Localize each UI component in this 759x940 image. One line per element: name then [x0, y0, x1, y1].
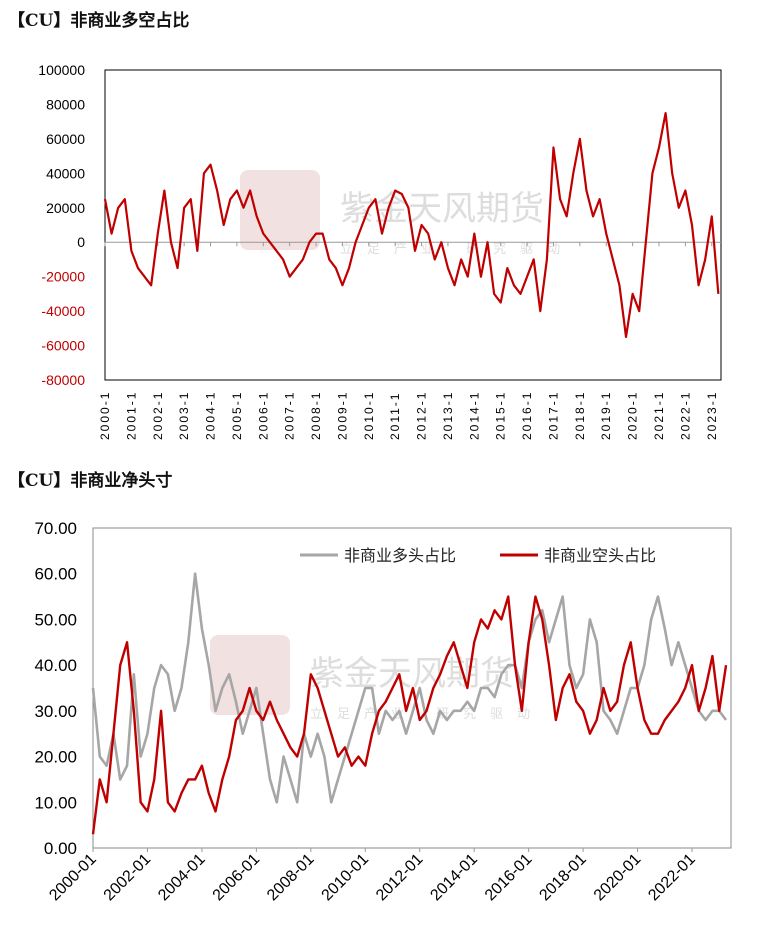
y-tick-label: 0.00	[44, 839, 77, 858]
x-tick-label: 2022-1	[678, 391, 692, 440]
x-tick-label: 2014-1	[467, 391, 481, 440]
x-tick-label: 2012-01	[373, 851, 427, 905]
x-tick-label: 2006-01	[210, 851, 264, 905]
y-tick-label: 50.00	[34, 610, 77, 629]
x-tick-label: 2020-01	[591, 851, 645, 905]
y-tick-label: 40000	[46, 165, 85, 181]
x-tick-label: 2009-1	[335, 391, 349, 440]
x-tick-label: 2003-1	[177, 391, 191, 440]
x-tick-label: 2001-1	[124, 391, 138, 440]
y-tick-label: -20000	[41, 269, 85, 285]
chart2-title: 【CU】非商业净头寸	[8, 471, 173, 491]
y-tick-label: 40.00	[34, 656, 77, 675]
y-tick-label: 100000	[38, 62, 85, 78]
x-tick-label: 2016-01	[482, 851, 536, 905]
x-tick-label: 2006-1	[256, 391, 270, 440]
y-tick-label: 20000	[46, 200, 85, 216]
x-tick-label: 2013-1	[441, 391, 455, 440]
chart1-title: 【CU】非商业多空占比	[8, 11, 190, 31]
y-tick-label: -60000	[41, 338, 85, 354]
y-tick-label: 60.00	[34, 565, 77, 584]
y-tick-label: 10.00	[34, 793, 77, 812]
y-tick-label: 80000	[46, 96, 85, 112]
y-tick-label: 20.00	[34, 748, 77, 767]
x-tick-label: 2007-1	[283, 391, 297, 440]
x-tick-label: 2020-1	[626, 391, 640, 440]
x-tick-label: 2010-1	[362, 391, 376, 440]
x-tick-label: 2000-01	[46, 851, 100, 905]
x-tick-label: 2000-1	[98, 391, 112, 440]
x-tick-label: 2004-01	[155, 851, 209, 905]
x-tick-label: 2010-01	[319, 851, 373, 905]
x-tick-label: 2012-1	[415, 391, 429, 440]
x-tick-label: 2005-1	[230, 391, 244, 440]
x-tick-label: 2022-01	[645, 851, 699, 905]
x-tick-label: 2008-1	[309, 391, 323, 440]
x-tick-label: 2019-1	[599, 391, 613, 440]
legend-label: 非商业空头占比	[544, 547, 656, 565]
x-tick-label: 2002-01	[101, 851, 155, 905]
net-position-line	[103, 111, 720, 339]
x-tick-label: 2023-1	[705, 391, 719, 440]
x-tick-label: 2017-1	[546, 391, 560, 440]
x-tick-label: 2004-1	[204, 391, 218, 440]
y-tick-label: 70.00	[34, 519, 77, 538]
x-tick-label: 2014-01	[427, 851, 481, 905]
watermark-logo	[240, 170, 320, 250]
y-tick-label: 60000	[46, 131, 85, 147]
x-tick-label: 2002-1	[151, 391, 165, 440]
y-tick-label: 30.00	[34, 702, 77, 721]
watermark-logo	[210, 635, 290, 715]
y-tick-label: -80000	[41, 372, 85, 388]
x-tick-label: 2018-01	[536, 851, 590, 905]
y-tick-label: 0	[77, 234, 85, 250]
x-tick-label: 2015-1	[494, 391, 508, 440]
x-tick-label: 2016-1	[520, 391, 534, 440]
series-line-long-ratio	[91, 572, 728, 804]
x-tick-label: 2008-01	[264, 851, 318, 905]
y-tick-label: -40000	[41, 303, 85, 319]
watermark-slogan: 立足产业 研究驱动	[340, 242, 574, 257]
legend-label: 非商业多头占比	[344, 547, 456, 565]
x-tick-label: 2018-1	[573, 391, 587, 440]
x-tick-label: 2011-1	[388, 392, 402, 440]
plot-frame	[104, 69, 722, 381]
series-line-short-ratio	[91, 595, 728, 835]
watermark-brand: 紫金天风期货	[340, 189, 544, 229]
x-tick-label: 2021-1	[652, 391, 666, 440]
